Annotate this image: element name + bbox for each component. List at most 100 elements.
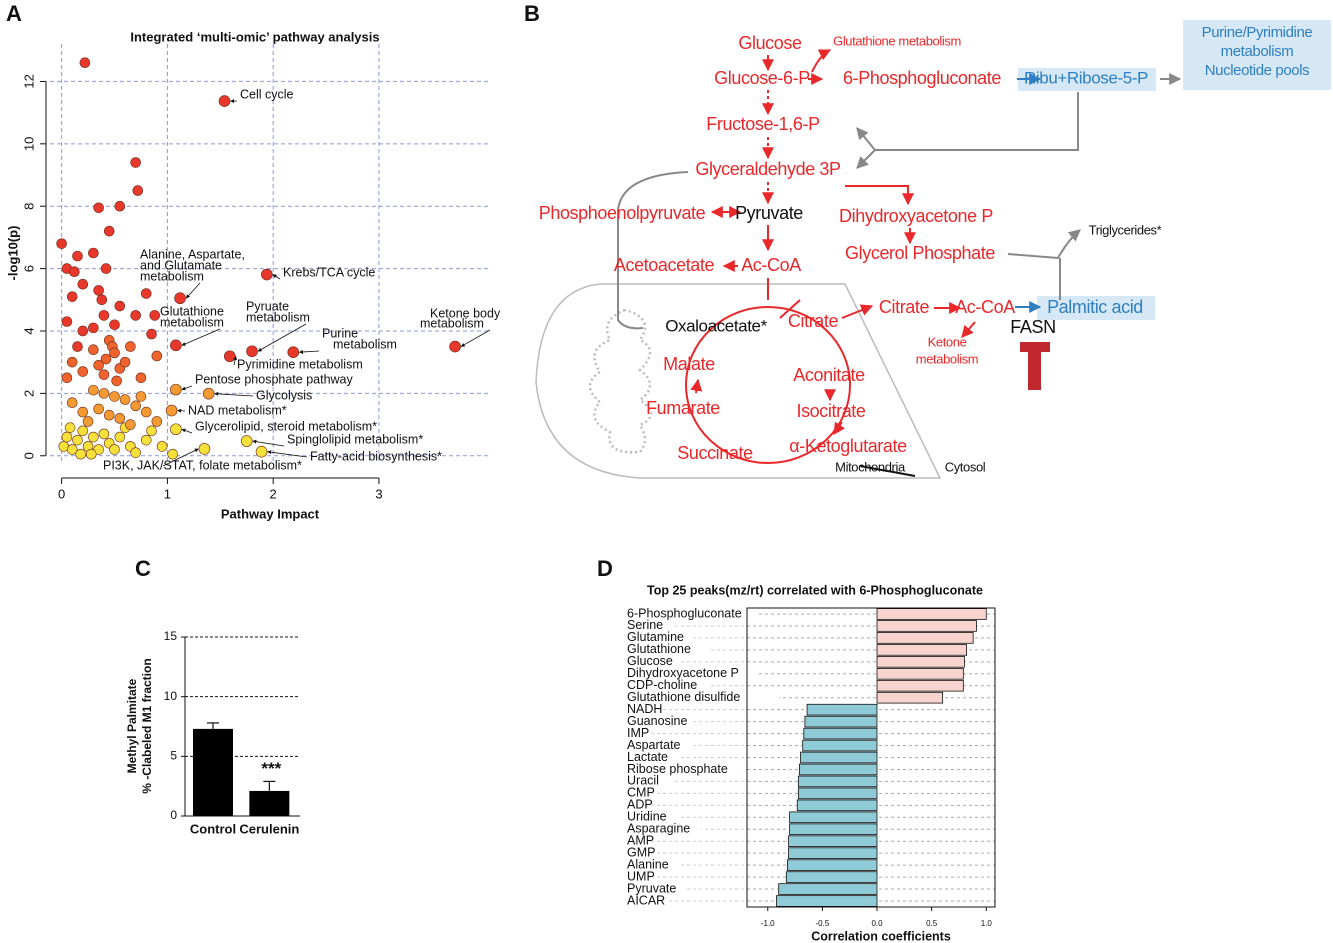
- y-axis-title: % -Clabeled M1 fraction: [140, 658, 154, 793]
- label-bg: [626, 680, 709, 692]
- bar: [785, 871, 878, 883]
- labeled-point: [170, 383, 182, 396]
- point: [119, 356, 131, 368]
- label-pointer: [252, 439, 285, 447]
- point-label: metabolism: [246, 310, 310, 324]
- point: [77, 406, 89, 418]
- y-tick-label: 6: [21, 265, 36, 272]
- mitochondria-outline: [535, 283, 942, 479]
- point: [130, 157, 141, 168]
- bar: [802, 739, 878, 752]
- label-pointer: [460, 329, 491, 347]
- bar: [797, 787, 878, 800]
- y-tick-label: 4: [21, 327, 36, 334]
- point: [77, 278, 89, 290]
- point: [103, 409, 115, 421]
- bar: [249, 790, 290, 816]
- node-label: Glycerol Phosphate: [845, 243, 995, 263]
- category-label: AICAR: [627, 893, 665, 907]
- category-label: AMP: [627, 834, 654, 848]
- label-bg: [626, 656, 680, 668]
- y-axis-title: Methyl Palmitate: [125, 678, 139, 773]
- labeled-point: [224, 350, 236, 363]
- panel-label: D: [597, 556, 613, 581]
- point: [109, 347, 120, 359]
- labeled-point: [240, 435, 253, 447]
- point: [140, 406, 152, 418]
- point: [114, 300, 126, 312]
- point: [156, 441, 168, 452]
- label-pointer: [257, 323, 307, 352]
- point: [130, 310, 141, 321]
- point: [114, 431, 126, 443]
- highlight-box: [1018, 68, 1156, 91]
- panel-label: C: [135, 556, 151, 581]
- category-label: Serine: [627, 618, 663, 632]
- point: [79, 57, 91, 69]
- bar: [876, 667, 964, 680]
- point: [61, 316, 73, 327]
- node-label: metabolism: [1221, 43, 1294, 60]
- point: [100, 263, 112, 274]
- point-label: Fatty-acid biosynthesis*: [310, 449, 442, 463]
- category-label: Alanine: [627, 857, 669, 871]
- node-label: Ac-CoA: [741, 255, 801, 275]
- labeled-point: [198, 443, 211, 455]
- point: [135, 391, 147, 402]
- labeled-point: [174, 292, 186, 305]
- label-bg: [626, 728, 652, 740]
- point: [61, 431, 73, 443]
- point: [93, 285, 104, 296]
- point: [93, 403, 104, 415]
- label-bg: [626, 716, 694, 728]
- category-label: Glutathione: [627, 642, 691, 656]
- point: [61, 372, 73, 384]
- point-label: metabolism: [333, 337, 397, 351]
- y-tick-label: 0: [21, 452, 36, 459]
- point-label: metabolism: [140, 269, 204, 283]
- label-bg: [626, 811, 680, 823]
- point: [75, 448, 86, 460]
- point: [98, 369, 110, 380]
- labeled-point: [170, 423, 182, 436]
- x-tick-label: Control: [190, 821, 236, 836]
- node-label: Glucose-6-P: [714, 68, 810, 88]
- label-pointer: [181, 385, 193, 391]
- label-pointer: [162, 448, 199, 467]
- category-label: Guanosine: [627, 714, 688, 728]
- x-tick-label: -1.0: [761, 919, 775, 928]
- x-tick-label: 1: [164, 486, 171, 501]
- node-label: Citrate: [788, 311, 839, 331]
- point: [64, 422, 76, 433]
- label-bg: [626, 823, 701, 835]
- point: [88, 247, 99, 259]
- node-label: Glyceraldehyde 3P: [695, 159, 841, 179]
- bar: [876, 608, 987, 620]
- arrow: [617, 171, 689, 330]
- arrow: [779, 299, 801, 319]
- arrow: [811, 49, 832, 73]
- point: [146, 425, 157, 437]
- point: [140, 288, 152, 299]
- point: [114, 200, 126, 212]
- arrow: [856, 92, 1079, 151]
- label-bg: [626, 632, 694, 644]
- node-label: Fumarate: [646, 398, 720, 418]
- y-tick-label: 0: [170, 808, 177, 822]
- arrow: [1007, 229, 1081, 260]
- point: [66, 397, 78, 409]
- category-label: Uridine: [627, 810, 667, 824]
- node-label: Pyruvate: [735, 203, 803, 223]
- point: [88, 431, 99, 443]
- label-bg: [626, 787, 652, 799]
- point: [93, 202, 104, 214]
- point: [109, 319, 120, 331]
- node-label: 6-Phosphogluconate: [843, 68, 1001, 88]
- node-label: Citrate: [879, 297, 930, 317]
- bar: [799, 763, 878, 776]
- point: [130, 447, 141, 458]
- point: [140, 434, 152, 446]
- category-label: Asparagine: [627, 822, 690, 836]
- point: [96, 294, 108, 306]
- label-bg: [626, 752, 680, 763]
